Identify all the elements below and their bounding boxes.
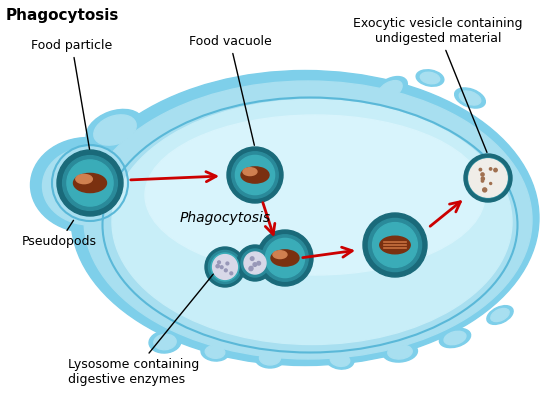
Ellipse shape bbox=[273, 251, 287, 259]
Ellipse shape bbox=[94, 115, 136, 145]
Ellipse shape bbox=[243, 168, 257, 176]
Ellipse shape bbox=[255, 348, 285, 368]
Circle shape bbox=[224, 269, 227, 272]
Circle shape bbox=[230, 272, 233, 275]
Ellipse shape bbox=[388, 345, 412, 359]
Ellipse shape bbox=[416, 70, 444, 86]
Circle shape bbox=[226, 262, 229, 265]
Text: Food particle: Food particle bbox=[31, 39, 113, 149]
Ellipse shape bbox=[30, 137, 146, 232]
Ellipse shape bbox=[71, 70, 539, 365]
Circle shape bbox=[363, 213, 427, 277]
Ellipse shape bbox=[459, 91, 481, 105]
Ellipse shape bbox=[112, 100, 512, 345]
Circle shape bbox=[257, 261, 261, 265]
Circle shape bbox=[249, 266, 253, 270]
Ellipse shape bbox=[420, 72, 439, 84]
Ellipse shape bbox=[491, 308, 509, 322]
Text: Lysosome containing
digestive enzymes: Lysosome containing digestive enzymes bbox=[68, 274, 213, 386]
Circle shape bbox=[232, 152, 278, 198]
Circle shape bbox=[63, 156, 117, 211]
Ellipse shape bbox=[201, 343, 229, 361]
Circle shape bbox=[237, 245, 273, 281]
Circle shape bbox=[257, 230, 313, 286]
Text: Phagocytosis: Phagocytosis bbox=[6, 8, 119, 23]
Circle shape bbox=[57, 150, 123, 216]
Circle shape bbox=[479, 168, 482, 171]
Ellipse shape bbox=[378, 80, 402, 100]
Circle shape bbox=[468, 158, 508, 198]
Circle shape bbox=[208, 250, 241, 284]
Ellipse shape bbox=[145, 115, 485, 275]
Circle shape bbox=[216, 265, 219, 267]
Ellipse shape bbox=[439, 328, 471, 347]
Circle shape bbox=[218, 261, 221, 264]
Ellipse shape bbox=[380, 236, 410, 254]
Ellipse shape bbox=[271, 250, 299, 266]
Text: Exocytic vesicle containing
undigested material: Exocytic vesicle containing undigested m… bbox=[353, 17, 522, 152]
Ellipse shape bbox=[241, 167, 269, 183]
Ellipse shape bbox=[84, 81, 532, 359]
Ellipse shape bbox=[74, 174, 107, 193]
Circle shape bbox=[368, 219, 421, 271]
Text: Phagocytosis: Phagocytosis bbox=[180, 211, 271, 225]
Circle shape bbox=[490, 183, 492, 185]
Text: Pseudopods: Pseudopods bbox=[22, 220, 97, 248]
Circle shape bbox=[241, 249, 269, 277]
Ellipse shape bbox=[455, 88, 485, 108]
Ellipse shape bbox=[326, 351, 354, 369]
Ellipse shape bbox=[154, 334, 176, 350]
Circle shape bbox=[490, 168, 492, 170]
Circle shape bbox=[481, 177, 485, 180]
Circle shape bbox=[464, 154, 512, 202]
Ellipse shape bbox=[76, 174, 92, 183]
Ellipse shape bbox=[86, 109, 144, 150]
Ellipse shape bbox=[260, 351, 280, 365]
Circle shape bbox=[213, 255, 238, 279]
Circle shape bbox=[235, 155, 274, 195]
Circle shape bbox=[244, 252, 266, 274]
Circle shape bbox=[483, 188, 487, 192]
Ellipse shape bbox=[42, 147, 138, 225]
Circle shape bbox=[262, 235, 308, 281]
Circle shape bbox=[494, 168, 497, 172]
Circle shape bbox=[481, 173, 484, 176]
Circle shape bbox=[372, 222, 417, 267]
Circle shape bbox=[220, 266, 223, 269]
Circle shape bbox=[469, 159, 507, 197]
Circle shape bbox=[211, 253, 239, 281]
Circle shape bbox=[249, 267, 252, 271]
Circle shape bbox=[471, 161, 505, 195]
Circle shape bbox=[481, 180, 483, 182]
Circle shape bbox=[266, 238, 305, 277]
Circle shape bbox=[227, 147, 283, 203]
Circle shape bbox=[205, 247, 245, 287]
Text: Food vacuole: Food vacuole bbox=[189, 35, 271, 145]
Ellipse shape bbox=[205, 346, 225, 358]
Ellipse shape bbox=[373, 76, 408, 103]
Ellipse shape bbox=[149, 331, 181, 353]
Circle shape bbox=[216, 265, 219, 268]
Circle shape bbox=[253, 263, 257, 266]
Ellipse shape bbox=[444, 331, 466, 345]
Ellipse shape bbox=[383, 342, 417, 362]
Ellipse shape bbox=[330, 353, 350, 367]
Circle shape bbox=[67, 160, 113, 206]
Ellipse shape bbox=[487, 306, 513, 324]
Circle shape bbox=[250, 257, 254, 260]
